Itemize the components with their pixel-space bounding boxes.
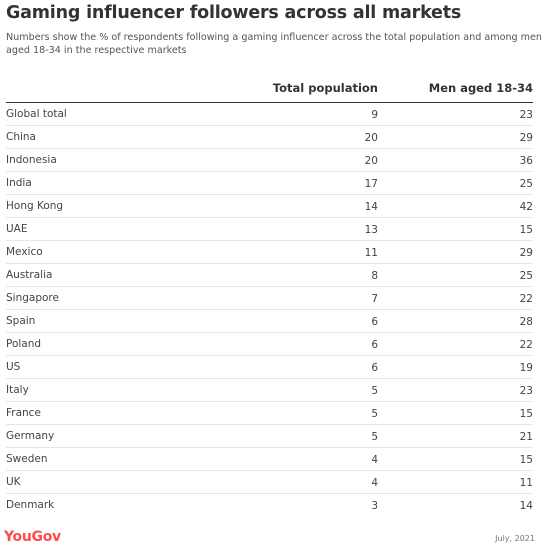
men-18-34-value: 14 [519,500,533,512]
table-body: Global total 9 23 China 20 29 Indonesia 20 36 Ind… [6,103,533,517]
table-row: France 5 15 [6,402,533,425]
table-row: UAE 13 15 [6,218,533,241]
country-label: Denmark [6,499,55,511]
men-18-34-value: 22 [519,339,533,351]
total-population-value: 17 [364,178,378,190]
men-18-34-value: 23 [519,385,533,397]
men-18-34-value: 15 [519,408,533,420]
total-population-value: 5 [371,431,378,443]
table-row: Italy 5 23 [6,379,533,402]
table-row: Indonesia 20 36 [6,149,533,172]
table-row: Sweden 4 15 [6,448,533,471]
total-population-value: 6 [371,362,378,374]
men-18-34-value: 21 [519,431,533,443]
country-label: Australia [6,269,53,281]
men-18-34-value: 23 [519,109,533,121]
total-population-value: 5 [371,408,378,420]
total-population-value: 4 [371,454,378,466]
total-population-value: 7 [371,293,378,305]
men-18-34-value: 42 [519,201,533,213]
total-population-value: 9 [371,109,378,121]
table-header: Total population Men aged 18-34 [6,78,533,103]
country-label: UK [6,476,21,488]
country-label: Italy [6,384,29,396]
total-population-value: 6 [371,316,378,328]
table-row: India 17 25 [6,172,533,195]
total-population-value: 3 [371,500,378,512]
country-label: Indonesia [6,154,57,166]
chart-subtitle: Numbers show the % of respondents follow… [6,32,542,56]
table-row: UK 4 11 [6,471,533,494]
table-row: Mexico 11 29 [6,241,533,264]
country-label: India [6,177,32,189]
table-row: Hong Kong 14 42 [6,195,533,218]
country-label: Hong Kong [6,200,64,212]
table-row: Global total 9 23 [6,103,533,126]
total-population-value: 5 [371,385,378,397]
table-row: Germany 5 21 [6,425,533,448]
table-row: Singapore 7 22 [6,287,533,310]
men-18-34-value: 11 [519,477,533,489]
men-18-34-value: 29 [519,132,533,144]
men-18-34-value: 25 [519,270,533,282]
total-population-value: 13 [364,224,378,236]
table-row: Spain 6 28 [6,310,533,333]
table-row: US 6 19 [6,356,533,379]
table-row: China 20 29 [6,126,533,149]
table-row: Denmark 3 14 [6,494,533,517]
country-label: Sweden [6,453,48,465]
column-header-total: Total population [272,81,378,95]
publication-date: July, 2021 [495,534,535,543]
men-18-34-value: 28 [519,316,533,328]
country-label: Germany [6,430,55,442]
total-population-value: 11 [364,247,378,259]
country-label: Mexico [6,246,43,258]
total-population-value: 20 [364,132,378,144]
country-label: UAE [6,223,28,235]
country-label: China [6,131,36,143]
country-label: Poland [6,338,42,350]
country-label: France [6,407,41,419]
total-population-value: 4 [371,477,378,489]
men-18-34-value: 25 [519,178,533,190]
men-18-34-value: 15 [519,454,533,466]
yougov-logo: YouGov [4,529,61,545]
table-row: Poland 6 22 [6,333,533,356]
total-population-value: 20 [364,155,378,167]
country-label: Singapore [6,292,59,304]
total-population-value: 8 [371,270,378,282]
total-population-value: 14 [364,201,378,213]
men-18-34-value: 22 [519,293,533,305]
total-population-value: 6 [371,339,378,351]
men-18-34-value: 15 [519,224,533,236]
men-18-34-value: 36 [519,155,533,167]
men-18-34-value: 19 [519,362,533,374]
chart-title: Gaming influencer followers across all m… [6,3,462,23]
men-18-34-value: 29 [519,247,533,259]
country-label: US [6,361,21,373]
column-header-men: Men aged 18-34 [428,81,533,95]
table-row: Australia 8 25 [6,264,533,287]
country-label: Global total [6,108,67,120]
country-label: Spain [6,315,36,327]
